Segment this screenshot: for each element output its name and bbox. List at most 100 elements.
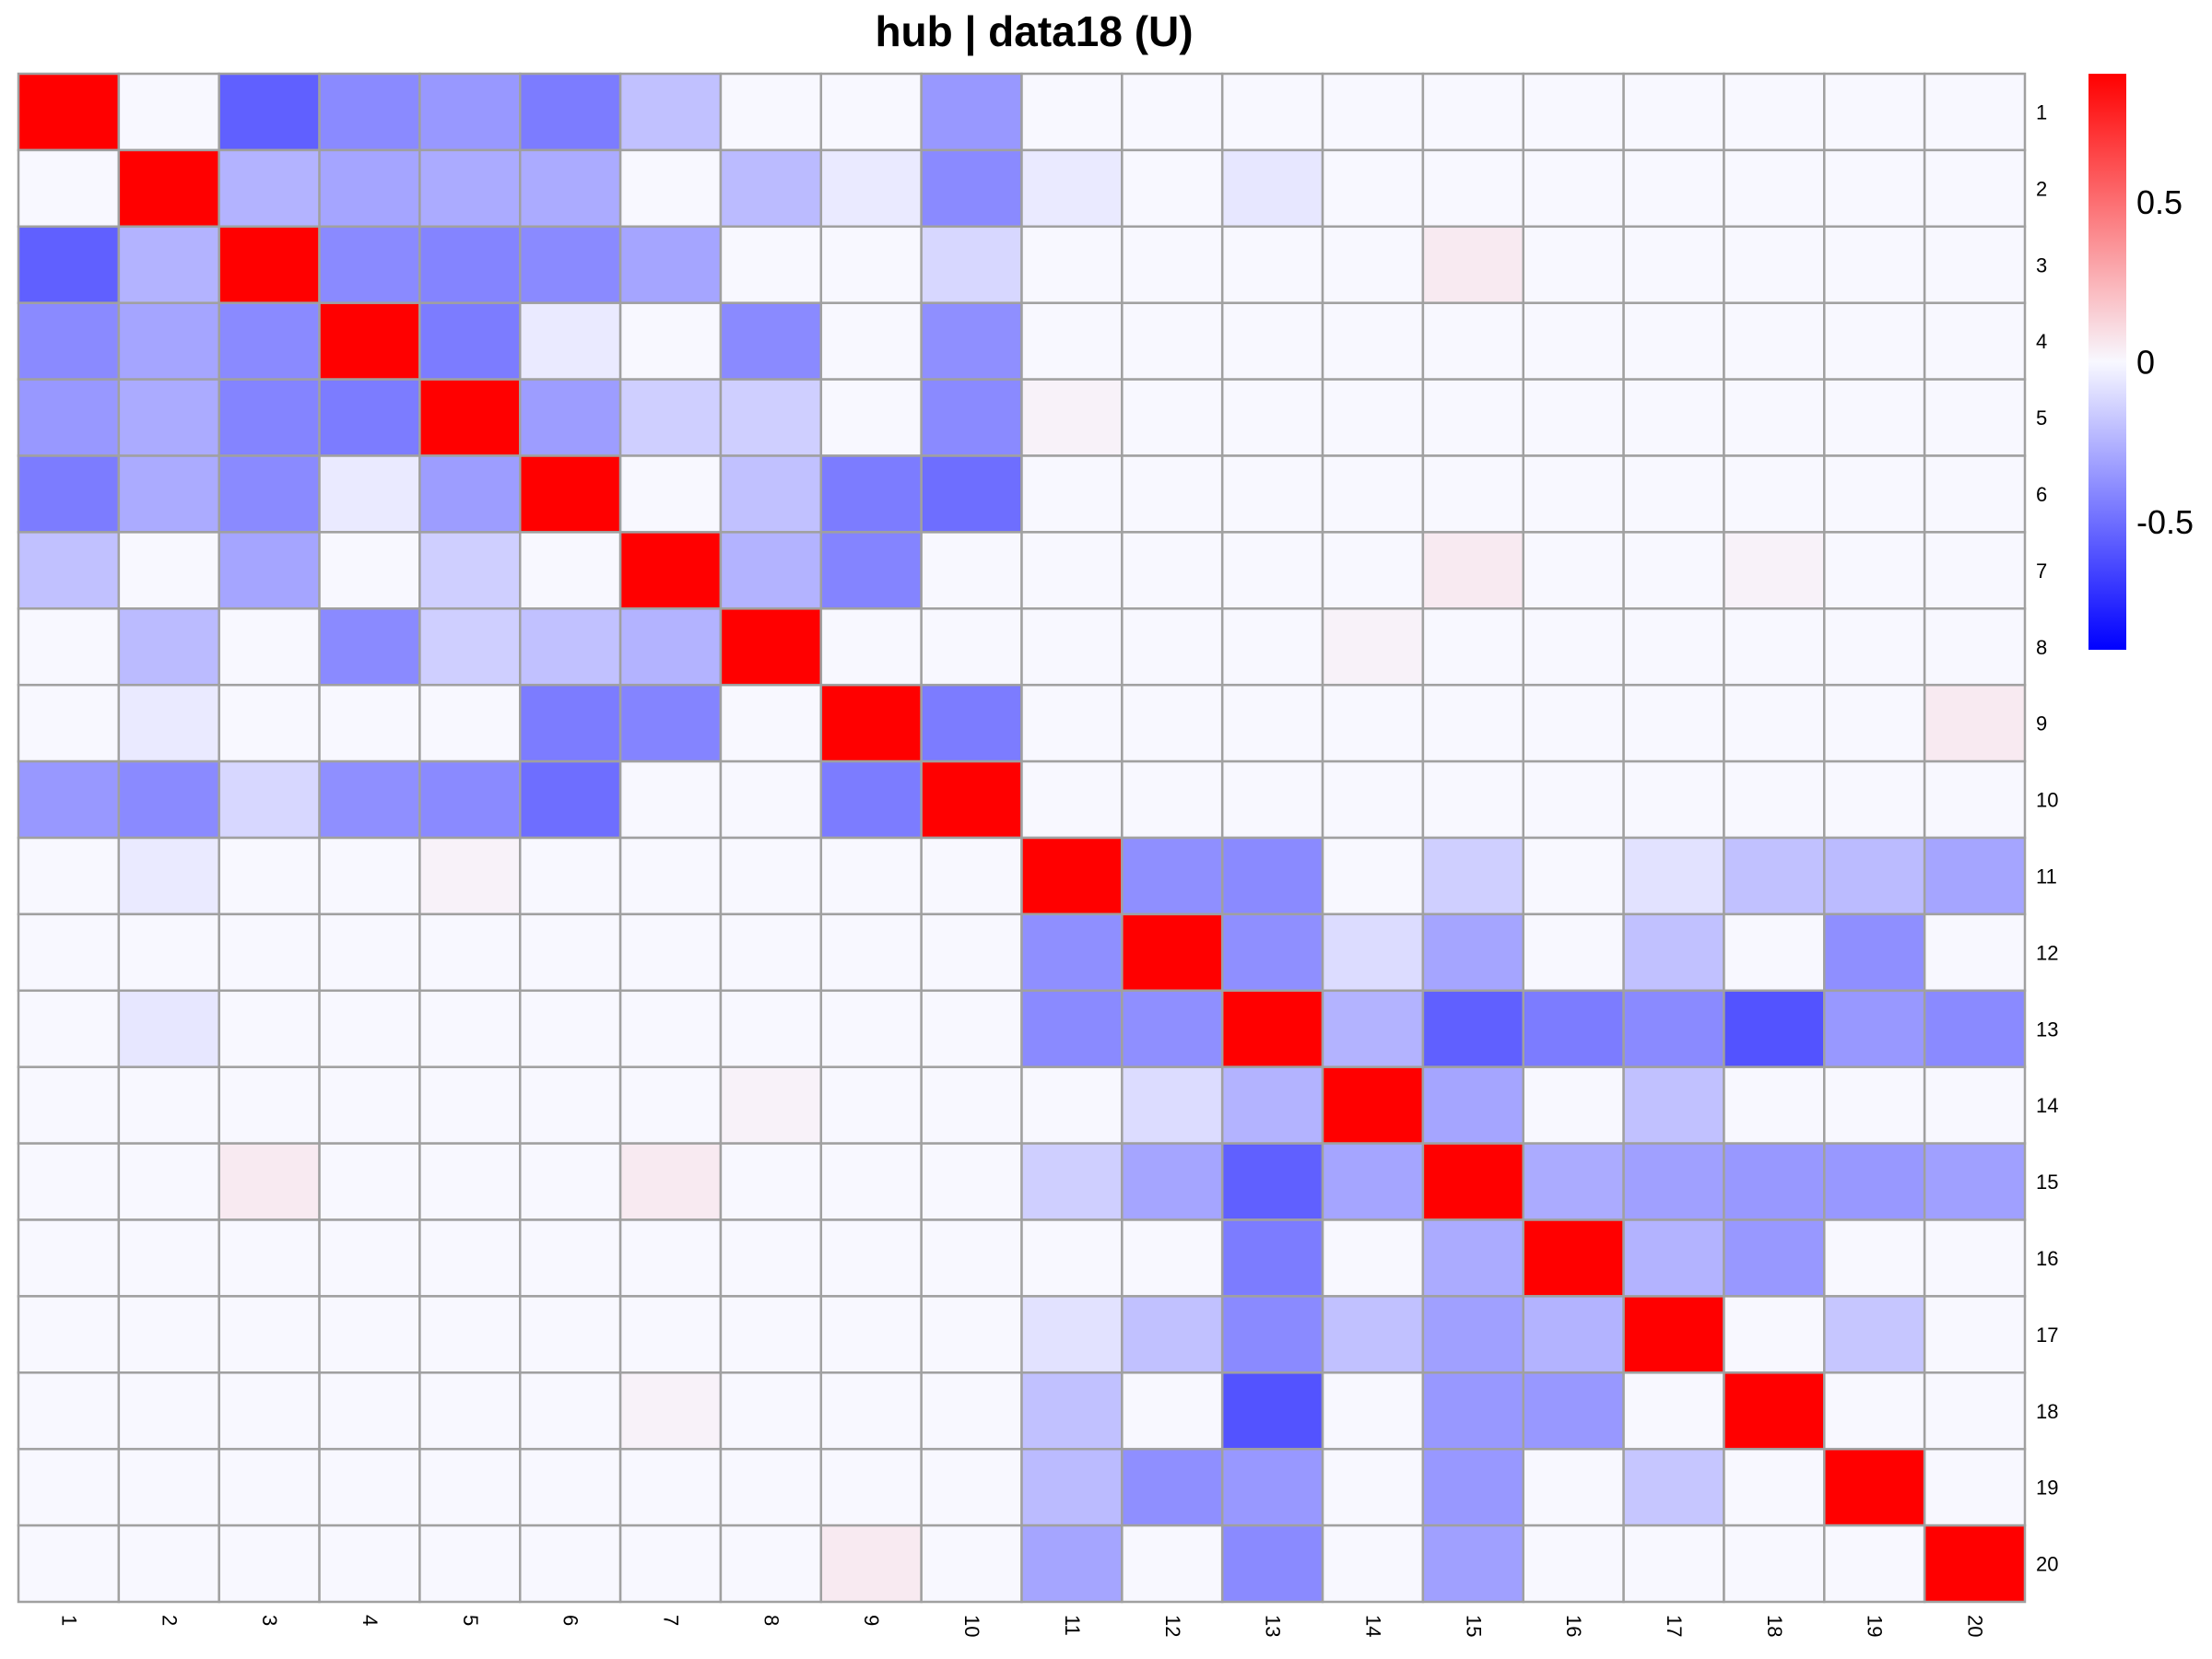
heatmap-cell-r4-c10 [920, 301, 1023, 381]
heatmap-cell-r5-c19 [1823, 378, 1926, 457]
heatmap-cell-r6-c16 [1522, 454, 1625, 534]
row-label: 5 [2036, 406, 2047, 429]
heatmap-cell-r13-c6 [519, 989, 622, 1068]
heatmap-cell-r20-c13 [1220, 1524, 1324, 1604]
heatmap-cell-r7-c11 [1020, 531, 1124, 610]
heatmap-cell-r10-c1 [17, 759, 121, 840]
heatmap-cell-r12-c19 [1823, 912, 1926, 993]
heatmap-cell-r9-c2 [117, 683, 220, 763]
heatmap-cell-r17-c16 [1522, 1295, 1625, 1374]
heatmap-cell-r14-c17 [1622, 1065, 1725, 1145]
heatmap-cell-r10-c19 [1823, 759, 1926, 840]
column-label: 2 [158, 1615, 181, 1626]
heatmap-cell-r2-c19 [1823, 148, 1926, 229]
column-label: 7 [660, 1615, 683, 1626]
heatmap-cell-r10-c6 [519, 759, 622, 840]
heatmap-cell-r11-c16 [1522, 836, 1625, 916]
heatmap-cell-r13-c17 [1622, 989, 1725, 1068]
heatmap-cell-r3-c20 [1923, 225, 2027, 304]
row-label: 8 [2036, 636, 2047, 659]
heatmap-cell-r12-c11 [1020, 912, 1124, 993]
heatmap-cell-r6-c19 [1823, 454, 1926, 534]
column-label: 16 [1562, 1615, 1585, 1637]
heatmap-cell-r13-c4 [318, 989, 421, 1068]
heatmap-cell-r5-c5 [418, 378, 522, 457]
heatmap-cell-r8-c2 [117, 607, 220, 687]
heatmap-cell-r15-c11 [1020, 1142, 1124, 1221]
heatmap-cell-r19-c16 [1522, 1447, 1625, 1527]
legend-tick-label: 0 [2136, 344, 2155, 382]
heatmap-cell-r6-c8 [719, 454, 823, 534]
heatmap-cell-r5-c8 [719, 378, 823, 457]
heatmap-cell-r16-c17 [1622, 1218, 1725, 1298]
heatmap-cell-r18-c11 [1020, 1371, 1124, 1451]
heatmap-cell-r13-c1 [17, 989, 121, 1068]
heatmap-cell-r11-c17 [1622, 836, 1725, 916]
heatmap-cell-r16-c11 [1020, 1218, 1124, 1298]
heatmap-cell-r5-c4 [318, 378, 421, 457]
heatmap-cell-r14-c16 [1522, 1065, 1625, 1145]
heatmap-cell-r10-c7 [618, 759, 723, 840]
heatmap-cell-r15-c6 [519, 1142, 622, 1221]
heatmap-cell-r12-c5 [418, 912, 522, 993]
heatmap-cell-r13-c8 [719, 989, 823, 1068]
row-label: 20 [2036, 1553, 2058, 1576]
heatmap-cell-r15-c14 [1321, 1142, 1425, 1221]
heatmap-cell-r6-c4 [318, 454, 421, 534]
heatmap-cell-r5-c7 [618, 378, 723, 457]
heatmap-cell-r5-c1 [17, 378, 121, 457]
heatmap-cell-r7-c20 [1923, 531, 2027, 610]
heatmap-cell-r20-c6 [519, 1524, 622, 1604]
heatmap-cell-r6-c11 [1020, 454, 1124, 534]
column-label: 13 [1262, 1615, 1285, 1637]
heatmap-cell-r6-c6 [519, 454, 622, 534]
heatmap-cell-r4-c13 [1220, 301, 1324, 381]
heatmap-cell-r4-c18 [1723, 301, 1826, 381]
heatmap-cell-r6-c18 [1723, 454, 1826, 534]
heatmap-cell-r18-c4 [318, 1371, 421, 1451]
heatmap-cell-r4-c14 [1321, 301, 1425, 381]
heatmap-cell-r7-c4 [318, 531, 421, 610]
color-legend: 0.5 0 -0.5 [2088, 74, 2194, 650]
heatmap-cell-r12-c16 [1522, 912, 1625, 993]
heatmap-cell-r20-c15 [1421, 1524, 1525, 1604]
heatmap-cell-r2-c13 [1220, 148, 1324, 229]
heatmap-cell-r10-c11 [1020, 759, 1124, 840]
heatmap-cell-r16-c3 [218, 1218, 321, 1298]
heatmap-cell-r4-c2 [117, 301, 220, 381]
heatmap-cell-r15-c18 [1723, 1142, 1826, 1221]
heatmap-cell-r13-c15 [1421, 989, 1525, 1068]
heatmap-cell-r11-c1 [17, 836, 121, 916]
heatmap-cell-r19-c4 [318, 1447, 421, 1527]
heatmap-cell-r14-c1 [17, 1065, 121, 1145]
heatmap-cell-r6-c2 [117, 454, 220, 534]
heatmap-cell-r16-c8 [719, 1218, 823, 1298]
row-label: 7 [2036, 559, 2047, 582]
heatmap-cell-r19-c15 [1421, 1447, 1525, 1527]
heatmap-cell-r2-c11 [1020, 148, 1124, 229]
heatmap-cell-r7-c12 [1121, 531, 1224, 610]
heatmap-cell-r1-c11 [1020, 72, 1124, 152]
row-label: 9 [2036, 712, 2047, 735]
heatmap-cell-r1-c8 [719, 72, 823, 152]
heatmap-cell-r8-c3 [218, 607, 321, 687]
heatmap-cell-r9-c5 [418, 683, 522, 763]
heatmap-cell-r14-c5 [418, 1065, 522, 1145]
heatmap-cell-r18-c13 [1220, 1371, 1324, 1451]
heatmap-cell-r14-c3 [218, 1065, 321, 1145]
heatmap-cell-r3-c6 [519, 225, 622, 304]
heatmap-cell-r12-c18 [1723, 912, 1826, 993]
heatmap-cell-r20-c17 [1622, 1524, 1725, 1604]
heatmap-cell-r10-c9 [819, 759, 923, 840]
heatmap-cell-r7-c1 [17, 531, 121, 610]
heatmap-cell-r16-c2 [117, 1218, 220, 1298]
heatmap-cell-r15-c4 [318, 1142, 421, 1221]
heatmap-cell-r17-c11 [1020, 1295, 1124, 1374]
heatmap-cell-r12-c1 [17, 912, 121, 993]
heatmap-cell-r15-c20 [1923, 1142, 2027, 1221]
heatmap-cell-r19-c10 [920, 1447, 1023, 1527]
heatmap-cell-r5-c3 [218, 378, 321, 457]
heatmap-cell-r7-c14 [1321, 531, 1425, 610]
heatmap-cell-r13-c10 [920, 989, 1023, 1068]
heatmap-cell-r13-c3 [218, 989, 321, 1068]
